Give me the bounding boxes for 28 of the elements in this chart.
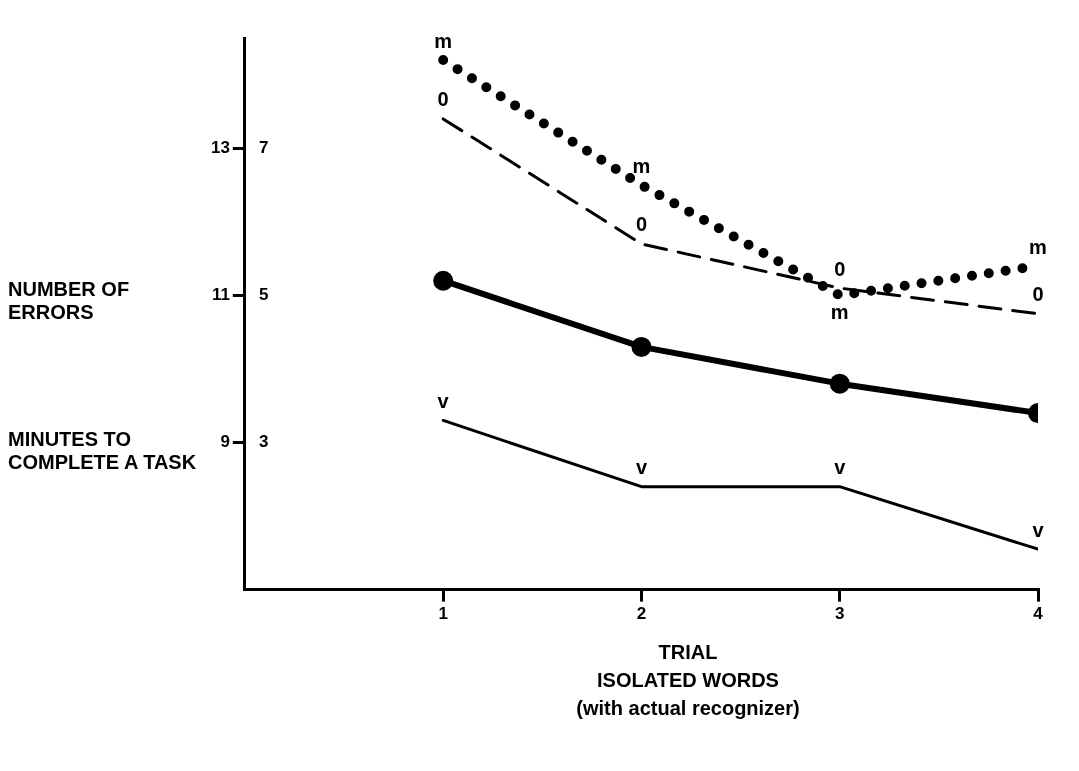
annotation: 0: [437, 88, 449, 111]
x-tick-label: 3: [834, 604, 845, 624]
annotation: m: [830, 300, 849, 323]
y-tick-label: 11: [211, 285, 230, 305]
y2-tick-label: 5: [258, 285, 269, 305]
x-axis-title: TRIAL ISOLATED WORDS (with actual recognizer): [575, 640, 801, 721]
annotation: m: [434, 29, 453, 52]
annotation: m: [632, 154, 651, 177]
y-tick-label: 13: [210, 138, 230, 158]
point: [433, 270, 454, 291]
y-axis-title: NUMBER OF ERRORS: [8, 278, 131, 324]
annotation: 0: [635, 213, 648, 236]
point: [631, 336, 652, 357]
point: [829, 373, 850, 394]
annotation: m: [1029, 235, 1047, 258]
x-tick-label: 1: [438, 604, 448, 624]
annotation: v: [437, 389, 450, 412]
annotation: v: [635, 456, 648, 479]
annotation: 0: [834, 257, 846, 280]
y2-tick-label: 3: [258, 432, 269, 452]
x-tick-label: 4: [1033, 604, 1044, 624]
y2-tick-label: 7: [258, 138, 269, 158]
x-tick-label: 2: [636, 604, 647, 624]
text: MINUTES TO COMPLETE A TASK: [8, 428, 198, 474]
y-tick-label: 9: [220, 432, 230, 452]
annotation: v: [1032, 518, 1045, 541]
annotation: v: [834, 456, 847, 479]
annotation: 0: [1032, 283, 1044, 306]
